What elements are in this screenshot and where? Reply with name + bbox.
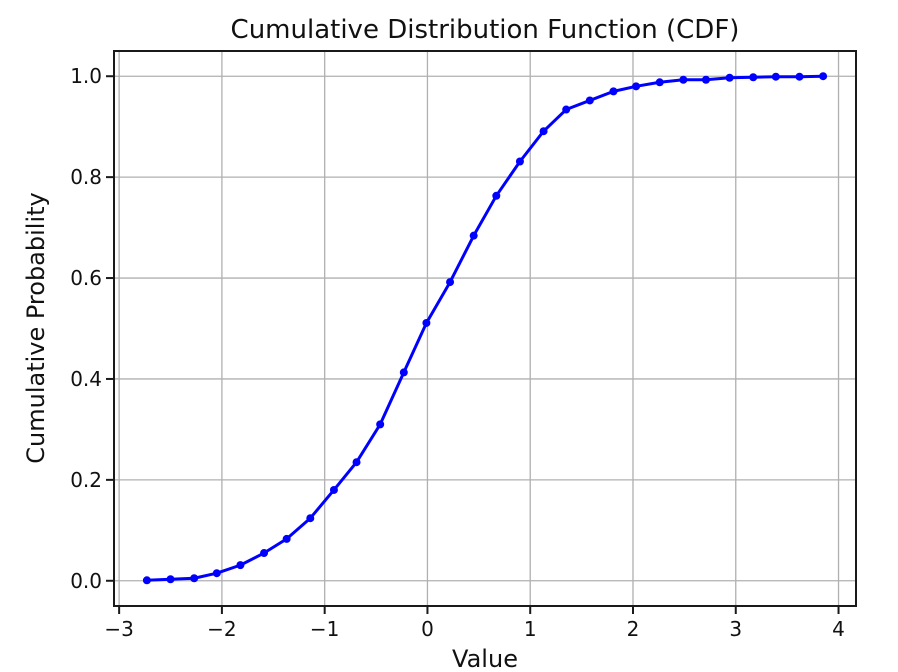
data-point-marker [795, 72, 804, 81]
data-point-marker [306, 514, 315, 523]
data-point-marker [422, 318, 431, 327]
data-point-marker [399, 368, 408, 377]
data-point-marker [282, 534, 291, 543]
data-point-marker [329, 485, 338, 494]
y-tick-label: 0.0 [70, 569, 102, 593]
data-point-marker [609, 87, 618, 96]
data-point-marker [679, 75, 688, 84]
x-axis-label: Value [452, 645, 518, 672]
data-point-marker [190, 574, 199, 583]
data-point-marker [469, 231, 478, 240]
x-tick-label: 4 [832, 617, 845, 641]
data-point-marker [352, 458, 361, 467]
data-point-marker [142, 576, 151, 585]
data-point-marker [212, 569, 221, 578]
chart-title: Cumulative Distribution Function (CDF) [230, 15, 740, 45]
plot-border [113, 50, 857, 607]
y-tick-label: 0.8 [70, 165, 102, 189]
x-tick-label: −1 [310, 617, 339, 641]
x-tick-label: 3 [729, 617, 742, 641]
data-point-marker [585, 96, 594, 105]
data-point-marker [749, 73, 758, 82]
data-point-marker [632, 82, 641, 91]
y-tick-label: 1.0 [70, 64, 102, 88]
data-point-marker [539, 127, 548, 136]
data-point-marker [446, 278, 455, 287]
data-point-marker [515, 157, 524, 166]
y-tick-label: 0.4 [70, 367, 102, 391]
x-tick-label: 2 [627, 617, 640, 641]
data-point-marker [655, 78, 664, 87]
y-tick-label: 0.6 [70, 266, 102, 290]
data-point-marker [376, 420, 385, 429]
data-point-marker [562, 105, 571, 114]
cdf-line [145, 74, 825, 582]
data-point-marker [725, 73, 734, 82]
x-tick-label: −3 [104, 617, 133, 641]
data-point-marker [166, 575, 175, 584]
y-axis-label: Cumulative Probability [22, 192, 50, 464]
x-tick-label: 0 [421, 617, 434, 641]
x-tick-label: 1 [524, 617, 537, 641]
data-point-marker [701, 75, 710, 84]
data-point-marker [771, 72, 780, 81]
y-tick-label: 0.2 [70, 468, 102, 492]
data-point-marker [492, 191, 501, 200]
data-point-marker [260, 549, 269, 558]
data-point-marker [236, 561, 245, 570]
x-tick-label: −2 [207, 617, 236, 641]
data-point-marker [819, 72, 828, 81]
